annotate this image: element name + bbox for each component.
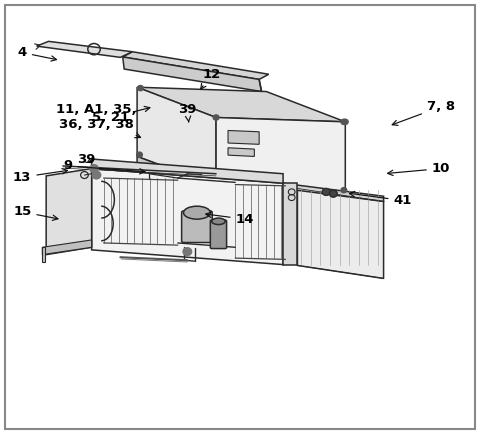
Circle shape [329, 190, 337, 197]
Polygon shape [42, 247, 45, 263]
Polygon shape [92, 159, 283, 183]
Text: 10: 10 [388, 162, 450, 175]
Circle shape [213, 115, 219, 120]
Ellipse shape [183, 206, 210, 219]
Polygon shape [228, 131, 259, 145]
Polygon shape [42, 240, 92, 255]
Polygon shape [36, 41, 132, 57]
Polygon shape [123, 57, 262, 92]
Polygon shape [137, 156, 216, 193]
Circle shape [138, 85, 144, 91]
Polygon shape [228, 148, 254, 156]
Text: 15: 15 [13, 205, 58, 220]
FancyBboxPatch shape [210, 220, 227, 249]
Text: 14: 14 [206, 212, 254, 226]
Text: 41: 41 [349, 191, 412, 207]
Text: 9: 9 [63, 159, 145, 174]
Polygon shape [46, 168, 92, 255]
Polygon shape [137, 87, 216, 186]
Polygon shape [216, 186, 345, 198]
Circle shape [183, 248, 192, 256]
Text: 11, A1, 35,
36, 37, 38: 11, A1, 35, 36, 37, 38 [56, 103, 141, 138]
Polygon shape [137, 87, 345, 122]
FancyBboxPatch shape [181, 211, 212, 243]
Polygon shape [283, 183, 298, 266]
Text: 7, 8: 7, 8 [392, 100, 455, 125]
Polygon shape [92, 168, 283, 265]
Circle shape [92, 171, 101, 179]
Circle shape [342, 119, 348, 125]
Text: 39: 39 [178, 103, 196, 122]
Circle shape [137, 152, 143, 157]
Text: 4: 4 [18, 46, 57, 61]
Polygon shape [216, 118, 345, 191]
Circle shape [323, 188, 330, 195]
Polygon shape [283, 183, 384, 201]
Polygon shape [298, 188, 384, 279]
Circle shape [341, 119, 347, 125]
Ellipse shape [212, 218, 225, 224]
Circle shape [90, 164, 98, 172]
Circle shape [341, 187, 347, 193]
Text: 13: 13 [13, 169, 68, 184]
Text: 5, 21: 5, 21 [92, 106, 150, 124]
Text: 12: 12 [201, 68, 220, 89]
Text: 39: 39 [77, 153, 95, 166]
Polygon shape [123, 52, 269, 79]
